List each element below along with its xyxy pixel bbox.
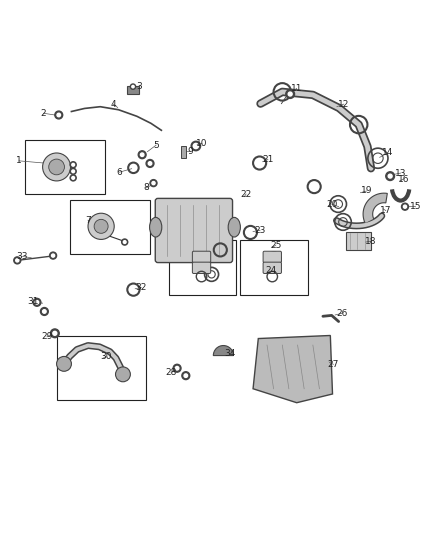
Text: 20: 20 [326,199,337,208]
Circle shape [182,372,190,379]
Circle shape [72,176,74,179]
Circle shape [141,153,144,157]
Text: 31: 31 [28,297,39,306]
Text: 21: 21 [262,155,274,164]
Circle shape [173,364,181,372]
Text: 1: 1 [16,156,22,165]
Text: 32: 32 [136,283,147,292]
Text: 7: 7 [85,216,91,225]
Circle shape [386,172,395,181]
Text: 22: 22 [240,190,252,198]
Circle shape [57,357,71,372]
FancyBboxPatch shape [192,251,211,263]
Circle shape [122,239,128,245]
Circle shape [403,205,406,208]
Text: 6: 6 [117,168,122,177]
Text: 13: 13 [395,168,406,177]
Bar [57,336,146,400]
Circle shape [132,85,134,88]
Bar [346,232,371,251]
Text: 34: 34 [224,349,235,358]
Text: 26: 26 [336,309,348,318]
FancyBboxPatch shape [155,198,233,263]
Circle shape [286,90,294,99]
FancyBboxPatch shape [263,251,282,263]
Text: 10: 10 [196,139,208,148]
Circle shape [184,374,187,377]
Circle shape [70,168,76,174]
Circle shape [94,220,108,233]
Ellipse shape [228,217,240,237]
Circle shape [88,213,114,239]
Polygon shape [363,193,387,224]
Text: 27: 27 [328,360,339,369]
Text: 16: 16 [398,175,409,184]
Text: 25: 25 [270,241,282,250]
Text: 15: 15 [410,202,421,211]
Circle shape [57,113,60,117]
Circle shape [131,84,136,89]
Bar [127,86,139,94]
Circle shape [49,252,57,259]
Text: 28: 28 [165,368,177,377]
Circle shape [40,308,48,316]
Circle shape [70,175,76,181]
Text: 4: 4 [110,100,116,109]
Text: 24: 24 [265,266,276,276]
Text: 14: 14 [382,149,393,157]
Bar [180,146,186,158]
Text: 12: 12 [338,100,350,109]
Bar [25,140,106,195]
Circle shape [33,298,41,306]
Text: 30: 30 [101,352,112,361]
Text: 11: 11 [291,84,303,93]
Circle shape [52,254,55,257]
Text: 29: 29 [41,332,53,341]
Text: 19: 19 [361,187,372,196]
Circle shape [72,170,74,173]
Circle shape [35,301,39,304]
Circle shape [116,367,131,382]
Circle shape [42,310,46,313]
Circle shape [152,182,155,184]
FancyBboxPatch shape [192,262,211,273]
Circle shape [50,329,59,338]
Circle shape [402,203,409,210]
Text: 2: 2 [41,109,46,118]
Wedge shape [213,345,233,356]
Ellipse shape [150,217,162,237]
Text: 5: 5 [153,141,159,150]
Text: 9: 9 [187,147,193,156]
Bar [70,200,150,254]
Circle shape [53,332,57,335]
Circle shape [288,92,292,96]
Circle shape [70,161,76,168]
Text: 17: 17 [380,206,392,215]
Circle shape [148,161,152,165]
Circle shape [124,241,126,244]
Circle shape [388,174,392,178]
Bar [169,240,237,295]
Polygon shape [253,335,332,403]
Circle shape [42,153,71,181]
Text: 3: 3 [137,82,142,91]
Circle shape [138,151,146,159]
Circle shape [175,367,179,370]
Circle shape [14,257,21,264]
Text: 33: 33 [17,252,28,261]
Circle shape [72,164,74,166]
FancyBboxPatch shape [263,262,282,273]
Bar [240,240,307,295]
Text: 18: 18 [365,237,377,246]
Circle shape [49,159,64,175]
Circle shape [16,259,19,262]
Circle shape [146,159,154,167]
Circle shape [55,111,63,119]
Text: 8: 8 [143,183,149,192]
Text: 23: 23 [254,226,266,235]
Circle shape [150,180,157,187]
